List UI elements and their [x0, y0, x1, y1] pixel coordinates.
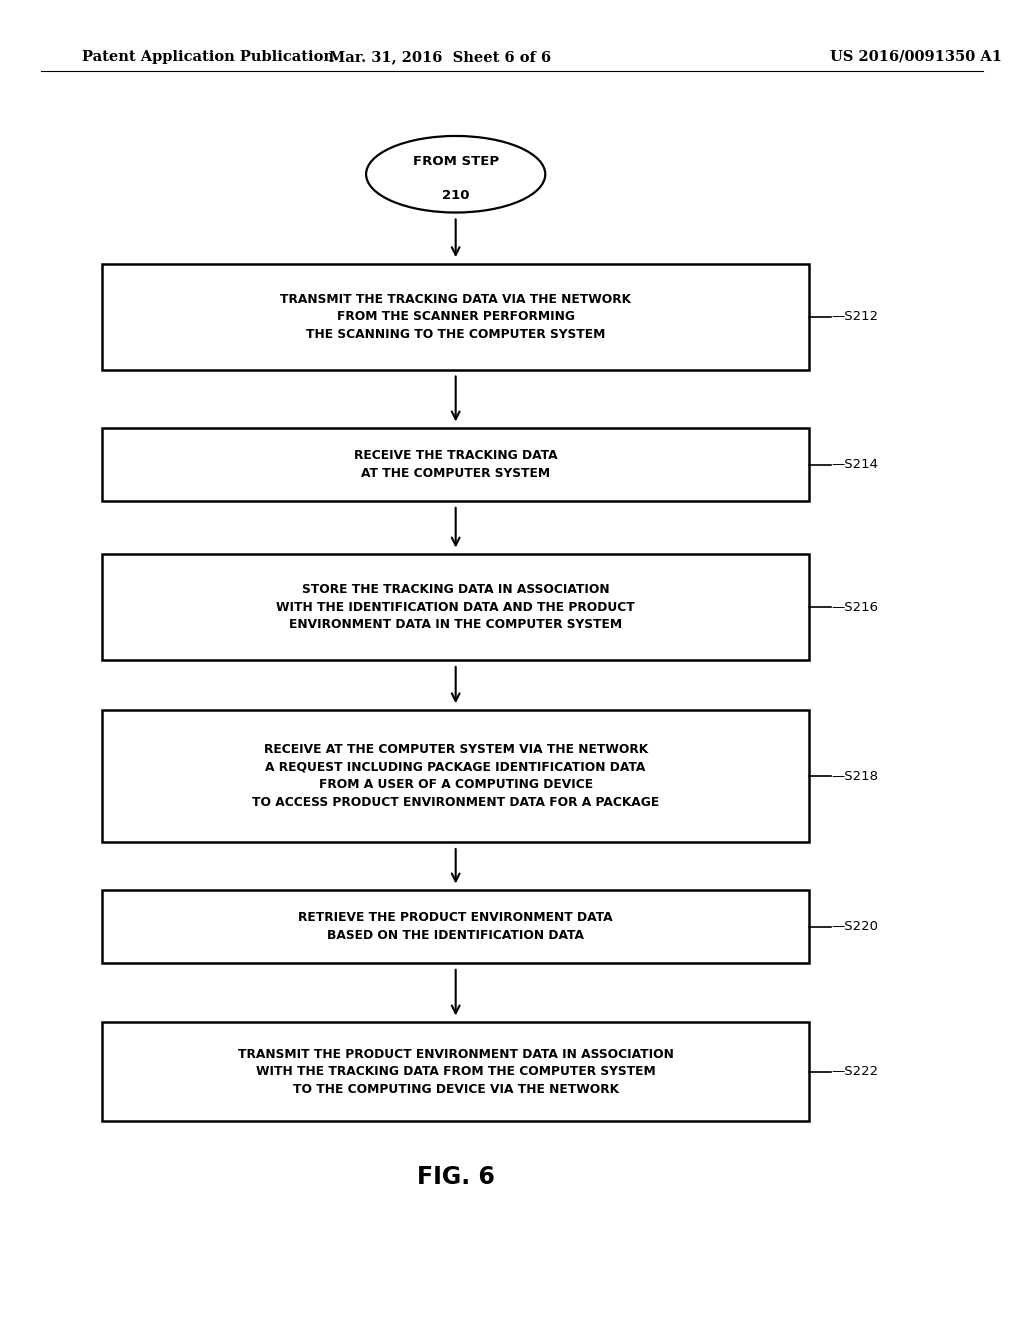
- Text: RECEIVE AT THE COMPUTER SYSTEM VIA THE NETWORK
A REQUEST INCLUDING PACKAGE IDENT: RECEIVE AT THE COMPUTER SYSTEM VIA THE N…: [252, 743, 659, 809]
- Text: —S212: —S212: [831, 310, 879, 323]
- Text: RETRIEVE THE PRODUCT ENVIRONMENT DATA
BASED ON THE IDENTIFICATION DATA: RETRIEVE THE PRODUCT ENVIRONMENT DATA BA…: [298, 911, 613, 942]
- Bar: [102, 710, 809, 842]
- Bar: [102, 554, 809, 660]
- Text: TRANSMIT THE PRODUCT ENVIRONMENT DATA IN ASSOCIATION
WITH THE TRACKING DATA FROM: TRANSMIT THE PRODUCT ENVIRONMENT DATA IN…: [238, 1048, 674, 1096]
- Text: STORE THE TRACKING DATA IN ASSOCIATION
WITH THE IDENTIFICATION DATA AND THE PROD: STORE THE TRACKING DATA IN ASSOCIATION W…: [276, 583, 635, 631]
- Text: Mar. 31, 2016  Sheet 6 of 6: Mar. 31, 2016 Sheet 6 of 6: [330, 50, 551, 63]
- Bar: [102, 891, 809, 964]
- Text: —S218: —S218: [831, 770, 879, 783]
- Text: —S214: —S214: [831, 458, 879, 471]
- Bar: [102, 264, 809, 370]
- Text: —S216: —S216: [831, 601, 879, 614]
- Text: TRANSMIT THE TRACKING DATA VIA THE NETWORK
FROM THE SCANNER PERFORMING
THE SCANN: TRANSMIT THE TRACKING DATA VIA THE NETWO…: [281, 293, 631, 341]
- Text: —S220: —S220: [831, 920, 879, 933]
- Bar: [102, 428, 809, 500]
- Text: 210: 210: [442, 189, 469, 202]
- Text: Patent Application Publication: Patent Application Publication: [82, 50, 334, 63]
- Text: —S222: —S222: [831, 1065, 879, 1078]
- Bar: [102, 1022, 809, 1122]
- Text: FIG. 6: FIG. 6: [417, 1166, 495, 1189]
- Text: FROM STEP: FROM STEP: [413, 154, 499, 168]
- Text: RECEIVE THE TRACKING DATA
AT THE COMPUTER SYSTEM: RECEIVE THE TRACKING DATA AT THE COMPUTE…: [354, 449, 557, 480]
- Text: US 2016/0091350 A1: US 2016/0091350 A1: [830, 50, 1002, 63]
